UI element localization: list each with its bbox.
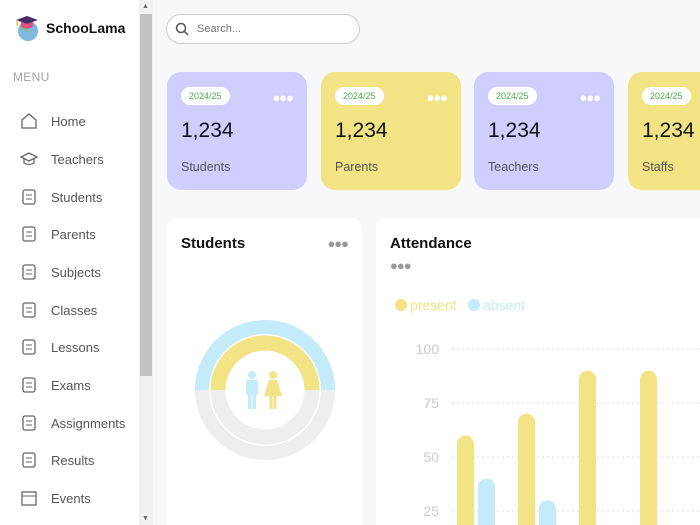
search-input[interactable]	[197, 23, 337, 35]
sidebar-item-label: Assignments	[51, 415, 126, 431]
boys-ring	[195, 320, 335, 391]
stat-label: Teachers	[488, 160, 539, 174]
sidebar-item-events[interactable]: Events	[20, 489, 91, 507]
sidebar-item-label: Events	[51, 490, 91, 506]
exams-icon	[22, 377, 36, 393]
search-icon	[175, 22, 189, 36]
menu-title: MENU	[13, 70, 50, 84]
sidebar-item-assignments[interactable]: Assignments	[20, 414, 125, 432]
sidebar-item-label: Exams	[51, 377, 91, 393]
stat-card-parents: 2024/25 ●●● 1,234 Parents	[321, 72, 461, 190]
stat-value: 1,234	[181, 119, 234, 142]
students-icon	[22, 189, 36, 205]
y-tick-label: 50	[423, 449, 439, 465]
sidebar-item-exams[interactable]: Exams	[20, 376, 91, 394]
attendance-title: Attendance	[390, 235, 472, 252]
sidebar-item-subjects[interactable]: Subjects	[20, 263, 101, 281]
sidebar-item-classes[interactable]: Classes	[20, 301, 97, 319]
attendance-bar-chart: present absent 25 50 75 100	[395, 297, 700, 525]
sidebar-item-label: Lessons	[51, 339, 100, 355]
legend-marker-absent	[468, 299, 480, 311]
sidebar-scrollbar[interactable]: ▲ ▼	[139, 0, 153, 525]
bar-absent[interactable]	[478, 478, 495, 525]
year-badge: 2024/25	[181, 87, 230, 105]
graduation-cap-icon	[20, 152, 38, 166]
year-badge: 2024/25	[488, 87, 537, 105]
sidebar-item-label: Students	[51, 189, 103, 205]
students-radial-chart	[195, 320, 335, 460]
classes-icon	[22, 302, 36, 318]
y-tick-label: 75	[423, 395, 439, 411]
stat-card-students: 2024/25 ●●● 1,234 Students	[167, 72, 307, 190]
more-icon[interactable]: ●●●	[390, 258, 412, 273]
bar-present[interactable]	[518, 413, 535, 525]
attendance-panel: Attendance ●●● present absent 25 50 75 100	[376, 218, 700, 525]
sidebar-item-label: Classes	[51, 302, 98, 318]
parents-icon	[22, 226, 36, 242]
scroll-up-icon[interactable]: ▲	[142, 3, 149, 10]
stat-value: 1,234	[335, 119, 388, 142]
students-panel-title: Students	[181, 235, 246, 252]
more-icon[interactable]: ●●●	[272, 90, 294, 105]
legend-label-present: present	[410, 297, 457, 313]
male-icon	[246, 371, 258, 409]
more-icon[interactable]: ●●●	[327, 236, 349, 251]
sidebar-item-label: Results	[51, 452, 95, 468]
more-icon[interactable]: ●●●	[426, 90, 448, 105]
legend-label-absent: absent	[483, 297, 525, 313]
girls-ring	[210, 335, 320, 391]
assignments-icon	[22, 415, 36, 431]
scrollbar-thumb[interactable]	[140, 14, 152, 376]
stat-value: 1,234	[488, 119, 541, 142]
sidebar-item-students[interactable]: Students	[20, 188, 102, 206]
stat-label: Students	[181, 160, 231, 174]
bar-absent[interactable]	[539, 500, 556, 525]
bar-present[interactable]	[640, 370, 657, 525]
sidebar-item-label: Home	[51, 113, 86, 129]
bar-present[interactable]	[579, 370, 596, 525]
students-panel: Students ●●●	[167, 218, 362, 525]
bar-present[interactable]	[457, 435, 474, 525]
lessons-icon	[22, 339, 36, 355]
stat-label: Staffs	[642, 160, 674, 174]
more-icon[interactable]: ●●●	[579, 90, 601, 105]
y-tick-label: 100	[416, 341, 440, 357]
stat-card-teachers: 2024/25 ●●● 1,234 Teachers	[474, 72, 614, 190]
y-tick-label: 25	[423, 503, 439, 519]
sidebar-item-parents[interactable]: Parents	[20, 225, 96, 243]
sidebar-item-label: Subjects	[51, 264, 101, 280]
home-icon	[21, 113, 37, 129]
stat-label: Parents	[335, 160, 379, 174]
calendar-icon	[21, 491, 37, 506]
scroll-down-icon[interactable]: ▼	[142, 515, 149, 522]
sidebar: SchooLama MENU Home Teachers Students Paren…	[0, 0, 139, 525]
results-icon	[22, 452, 36, 468]
female-icon	[264, 371, 282, 409]
logo-icon	[16, 16, 38, 41]
sidebar-item-lessons[interactable]: Lessons	[20, 338, 99, 356]
stat-value: 1,234	[642, 119, 695, 142]
legend-marker-present	[395, 299, 407, 311]
sidebar-item-teachers[interactable]: Teachers	[20, 150, 104, 168]
sidebar-item-home[interactable]: Home	[20, 112, 86, 130]
sidebar-item-results[interactable]: Results	[20, 451, 94, 469]
year-badge: 2024/25	[642, 87, 691, 105]
sidebar-item-label: Teachers	[51, 151, 104, 167]
year-badge: 2024/25	[335, 87, 384, 105]
app-name: SchooLama	[46, 20, 126, 36]
subjects-icon	[22, 264, 36, 280]
logo[interactable]: SchooLama	[14, 14, 125, 42]
search-bar[interactable]	[166, 14, 360, 44]
sidebar-item-label: Parents	[51, 226, 96, 242]
